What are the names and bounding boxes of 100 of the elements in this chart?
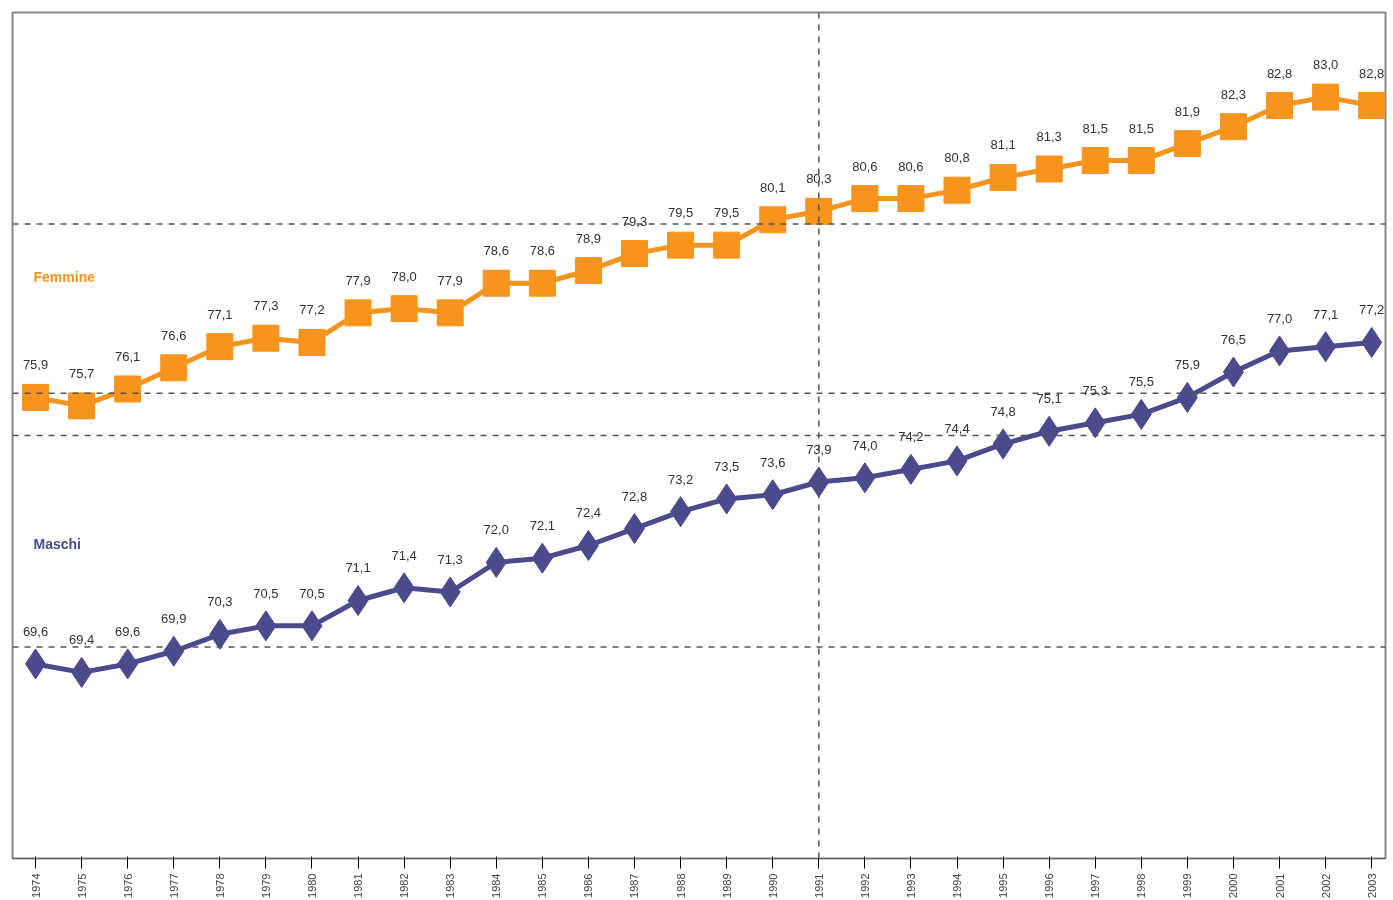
x-tick-label: 1997	[1089, 873, 1102, 898]
x-tick-label: 1991	[812, 873, 825, 898]
x-tick-label: 2003	[1365, 873, 1378, 898]
point	[1173, 130, 1201, 158]
data-label: 79,5	[713, 205, 740, 221]
data-label: 81,1	[990, 137, 1016, 153]
point	[1266, 92, 1294, 120]
x-tick-label: 1978	[213, 873, 226, 898]
x-tick-label: 1986	[582, 873, 595, 898]
x-tick-label: 2001	[1273, 873, 1286, 898]
point	[943, 176, 971, 204]
data-label: 71,4	[391, 547, 417, 563]
x-tick-label: 1999	[1181, 873, 1194, 898]
x-tick-label: 1996	[1043, 873, 1056, 898]
point	[574, 257, 602, 285]
x-tick-label: 1989	[720, 873, 733, 898]
text: Femmine	[33, 269, 96, 286]
x-tick-label: 1988	[674, 873, 687, 898]
x-tick-label: 1979	[259, 873, 272, 898]
data-label: 77,1	[1312, 306, 1339, 322]
data-label: 73,6	[760, 454, 786, 470]
data-label: 69,4	[68, 632, 95, 648]
data-label: 74,8	[990, 403, 1016, 419]
point	[851, 185, 879, 213]
text: Maschi	[33, 535, 82, 552]
data-label: 81,5	[1128, 120, 1154, 136]
x-tick-label: 1983	[444, 873, 457, 898]
data-label: 75,7	[68, 365, 95, 381]
x-tick-label: 1993	[904, 873, 917, 898]
data-label: 71,1	[345, 560, 371, 576]
point	[390, 295, 418, 323]
data-label: 77,1	[207, 306, 233, 322]
data-label: 73,5	[713, 458, 740, 474]
data-label: 72,4	[575, 505, 602, 521]
data-label: 73,9	[806, 442, 832, 458]
point	[667, 231, 695, 259]
data-label: 81,9	[1174, 103, 1201, 119]
data-label: 77,3	[253, 298, 279, 314]
point	[160, 354, 188, 382]
data-label: 76,1	[115, 348, 141, 364]
data-label: 80,8	[944, 150, 970, 166]
x-tick-label: 1994	[951, 873, 964, 898]
point	[344, 299, 372, 327]
data-label: 77,9	[437, 272, 463, 288]
data-label: 69,6	[115, 623, 141, 639]
x-tick-label: 2002	[1319, 873, 1332, 898]
data-label: 77,9	[345, 272, 371, 288]
x-tick-label: 1975	[75, 873, 88, 898]
data-label: 74,4	[944, 420, 970, 436]
point	[897, 185, 925, 213]
point	[114, 375, 142, 403]
point	[713, 231, 741, 259]
data-label: 75,3	[1082, 382, 1108, 398]
point	[436, 299, 464, 327]
data-label: 80,3	[806, 171, 832, 187]
data-label: 70,5	[299, 585, 325, 601]
data-label: 78,6	[529, 243, 556, 259]
point	[252, 324, 280, 352]
x-tick-label: 1980	[305, 873, 318, 898]
data-label: 76,5	[1220, 332, 1247, 348]
point	[298, 328, 326, 356]
data-label: 72,1	[529, 518, 556, 534]
x-tick-label: 1976	[121, 873, 134, 898]
data-label: 78,0	[391, 268, 417, 284]
data-label: 75,9	[1174, 357, 1201, 373]
data-label: 81,3	[1036, 129, 1062, 145]
point	[1358, 92, 1386, 120]
point	[1081, 147, 1109, 175]
x-tick-label: 1995	[997, 873, 1010, 898]
data-label: 72,0	[483, 522, 509, 538]
x-tick-label: 1992	[858, 873, 871, 898]
data-label: 79,5	[667, 205, 694, 221]
data-label: 82,8	[1266, 65, 1293, 81]
point	[621, 240, 648, 268]
point	[482, 269, 510, 297]
x-tick-label: 1998	[1135, 873, 1148, 898]
x-tick-label: 1974	[29, 873, 42, 898]
data-label: 78,9	[575, 230, 602, 246]
point	[1035, 155, 1063, 183]
data-label: 72,8	[621, 488, 648, 504]
data-label: 75,1	[1036, 391, 1062, 407]
data-label: 78,6	[483, 243, 509, 259]
data-label: 80,6	[852, 158, 878, 174]
point	[68, 392, 96, 420]
data-label: 81,5	[1082, 120, 1108, 136]
data-label: 80,6	[898, 158, 924, 174]
x-tick-label: 1981	[352, 873, 365, 898]
data-label: 77,2	[299, 302, 325, 318]
x-tick-label: 2000	[1227, 873, 1240, 898]
data-label: 76,6	[161, 327, 187, 343]
data-label: 75,5	[1128, 374, 1154, 390]
data-label: 70,5	[253, 585, 279, 601]
data-label: 75,9	[22, 357, 49, 373]
data-label: 69,6	[22, 623, 49, 639]
data-label: 77,0	[1266, 310, 1293, 326]
data-label: 79,3	[621, 213, 648, 229]
point	[759, 206, 787, 234]
point	[528, 269, 556, 297]
x-tick-label: 1985	[536, 873, 549, 898]
data-label: 82,3	[1220, 86, 1247, 102]
